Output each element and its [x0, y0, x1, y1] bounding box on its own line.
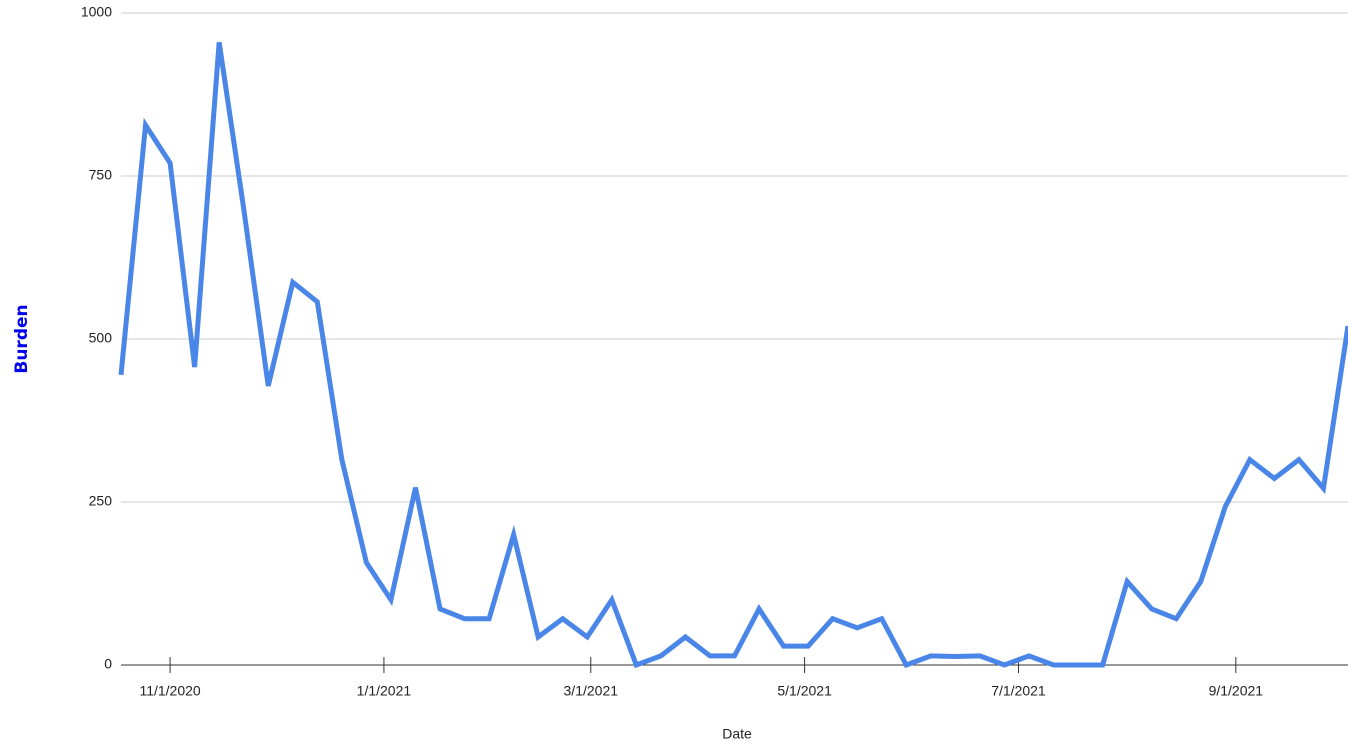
x-tick-label: 5/1/2021	[777, 683, 832, 699]
x-tick-label: 7/1/2021	[991, 683, 1046, 699]
x-tick-label: 1/1/2021	[357, 683, 412, 699]
x-tick-label: 11/1/2020	[139, 683, 200, 699]
y-tick-label: 0	[104, 656, 112, 672]
y-axis-label: Burden	[12, 304, 32, 373]
x-tick-label: 9/1/2021	[1209, 683, 1264, 699]
x-axis-label: Date	[722, 726, 752, 742]
y-tick-label: 750	[89, 167, 113, 183]
x-tick-label: 3/1/2021	[564, 683, 619, 699]
y-tick-label: 1000	[81, 4, 112, 20]
line	[118, 41, 1348, 669]
y-tick-label: 250	[89, 493, 113, 509]
y-tick-label: 500	[89, 330, 113, 346]
